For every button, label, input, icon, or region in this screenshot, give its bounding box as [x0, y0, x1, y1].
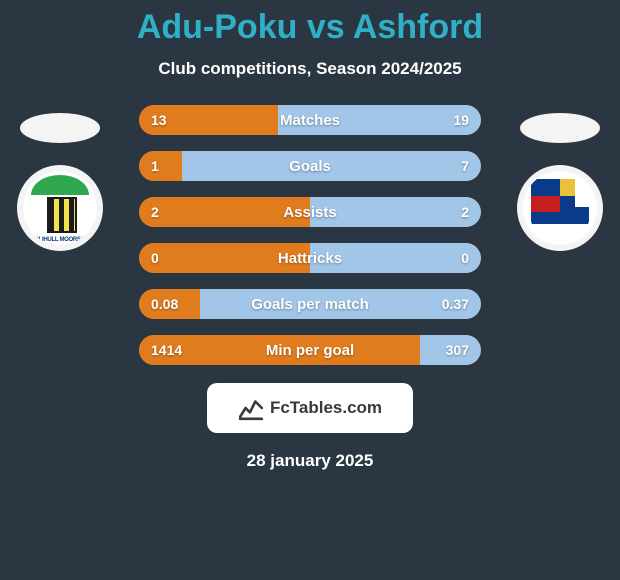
stat-fill-right — [310, 243, 481, 273]
comparison-card: Adu-Poku vs Ashford Club competitions, S… — [0, 0, 620, 580]
left-club-badge: SOLIHULL MOORS FC — [17, 165, 103, 251]
stat-fill-left — [139, 105, 278, 135]
stat-fill-right — [182, 151, 481, 181]
stat-fill-left — [139, 335, 420, 365]
stat-row: Assists22 — [139, 197, 481, 227]
page-title: Adu-Poku vs Ashford — [0, 8, 620, 47]
stat-row: Matches1319 — [139, 105, 481, 135]
stat-fill-left — [139, 243, 310, 273]
left-country-flag — [20, 113, 100, 143]
stat-row: Hattricks00 — [139, 243, 481, 273]
stat-fill-right — [278, 105, 481, 135]
stat-fill-left — [139, 151, 182, 181]
date-label: 28 january 2025 — [0, 451, 620, 471]
right-country-flag — [520, 113, 600, 143]
stat-fill-left — [139, 197, 310, 227]
branding-badge: FcTables.com — [207, 383, 413, 433]
stat-row: Goals per match0.080.37 — [139, 289, 481, 319]
stat-row: Min per goal1414307 — [139, 335, 481, 365]
right-club-crest — [523, 171, 597, 245]
stat-fill-left — [139, 289, 200, 319]
left-club-crest-text: SOLIHULL MOORS FC — [23, 237, 97, 243]
branding-text: FcTables.com — [270, 398, 382, 418]
stats-area: SOLIHULL MOORS FC Matches1319 Goals17 Assi… — [0, 105, 620, 365]
stat-fill-right — [420, 335, 481, 365]
subtitle: Club competitions, Season 2024/2025 — [0, 59, 620, 79]
stat-fill-right — [310, 197, 481, 227]
left-club-crest: SOLIHULL MOORS FC — [23, 171, 97, 245]
right-club-badge — [517, 165, 603, 251]
stat-fill-right — [200, 289, 481, 319]
right-club-shield — [531, 179, 589, 237]
stat-row: Goals17 — [139, 151, 481, 181]
chart-line-icon — [238, 395, 264, 421]
stat-bars: Matches1319 Goals17 Assists22 Hattricks00 Go… — [139, 105, 481, 365]
